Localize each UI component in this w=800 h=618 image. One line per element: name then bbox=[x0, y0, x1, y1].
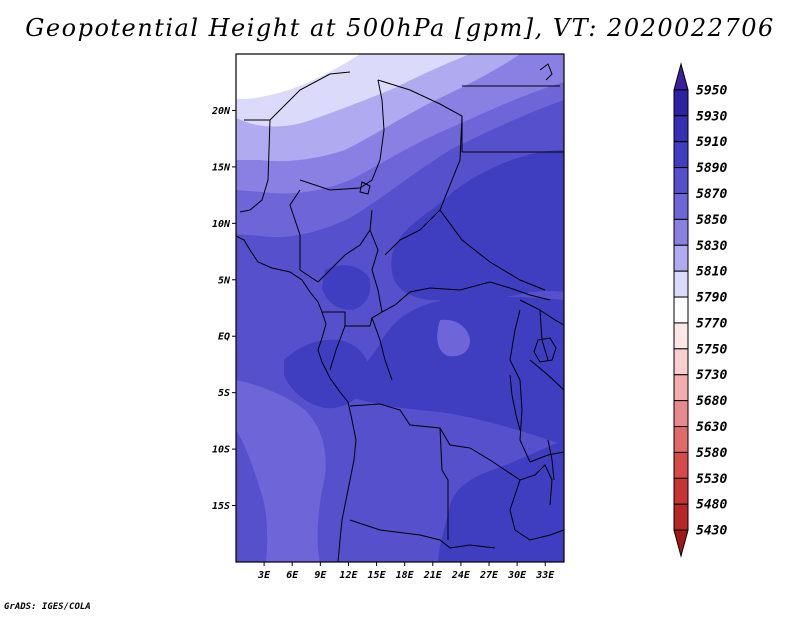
colorbar-label: 5830 bbox=[696, 239, 727, 254]
border-congo bbox=[322, 311, 393, 381]
colorbar-label: 5870 bbox=[696, 187, 727, 202]
border-libya-egypt bbox=[377, 79, 463, 152]
border-angola-south bbox=[349, 519, 496, 549]
colorbar-label: 5680 bbox=[696, 394, 727, 409]
band-5870-east-patch bbox=[437, 319, 470, 357]
border-niger bbox=[299, 79, 385, 191]
border-drc-angola bbox=[349, 403, 471, 449]
colorbar-swatch bbox=[673, 296, 689, 324]
lat-tick-label: 15S bbox=[212, 501, 230, 512]
colorbar-label: 5530 bbox=[696, 472, 727, 487]
lon-tick-label: 6E bbox=[286, 570, 299, 581]
lake-chad bbox=[359, 181, 371, 195]
coastline-west-africa bbox=[235, 235, 349, 403]
colorbar-swatch bbox=[673, 426, 689, 453]
lon-tick-label: 33E bbox=[535, 570, 555, 581]
border-algeria-mali bbox=[239, 119, 271, 213]
colorbar-swatch bbox=[673, 141, 689, 169]
colorbar-label: 5430 bbox=[696, 524, 727, 539]
coastline-southwest bbox=[337, 401, 357, 563]
red-sea-coast bbox=[539, 63, 553, 81]
band-5850-southwest bbox=[236, 380, 326, 562]
blob-5890-southeast bbox=[438, 440, 564, 562]
lon-tick-label: 9E bbox=[314, 570, 327, 581]
colorbar-label: 5950 bbox=[696, 83, 727, 98]
colorbar-swatch bbox=[673, 451, 689, 479]
lon-tick-label: 21E bbox=[423, 570, 443, 581]
colorbar-label: 5910 bbox=[696, 135, 727, 150]
lat-tick-label: 20N bbox=[211, 106, 231, 117]
lat-tick-label: 5S bbox=[218, 388, 230, 399]
colorbar-label: 5580 bbox=[696, 446, 727, 461]
height-field bbox=[236, 54, 564, 562]
colorbar-label: 5890 bbox=[696, 161, 727, 176]
border-zambia bbox=[469, 447, 553, 506]
blob-5890-cameroon bbox=[322, 265, 371, 310]
colorbar-label: 5810 bbox=[696, 265, 727, 280]
colorbar: 5950 5930 5910 5890 5870 5850 5830 5810 5790 5770… bbox=[673, 62, 727, 558]
lon-tick-label: 27E bbox=[479, 570, 499, 581]
colorbar-label: 5930 bbox=[696, 109, 727, 124]
border-cameroon-car bbox=[369, 229, 551, 313]
lon-tick-label: 3E bbox=[257, 570, 271, 581]
colorbar-arrow-top bbox=[673, 62, 689, 91]
lake-tanganyika bbox=[509, 374, 521, 431]
border-tanzania bbox=[529, 359, 565, 463]
map-frame bbox=[235, 53, 565, 563]
lon-tick-label: 30E bbox=[507, 570, 527, 581]
band-5770 bbox=[236, 54, 360, 99]
colorbar-swatch bbox=[673, 192, 689, 220]
colorbar-swatch bbox=[673, 270, 689, 298]
colorbar-swatch bbox=[673, 503, 689, 531]
latitude-axis: 20N 15N 10N 5N EQ 5S 10S 15S bbox=[211, 106, 236, 512]
colorbar-label: 5750 bbox=[696, 342, 727, 357]
border-sahel-line bbox=[244, 71, 351, 121]
colorbar-swatch bbox=[673, 477, 689, 505]
lat-tick-label: 10S bbox=[212, 445, 230, 456]
colorbar-swatch bbox=[673, 244, 689, 272]
colorbar-swatch bbox=[673, 89, 689, 117]
blob-5890-east bbox=[391, 150, 564, 301]
colorbar-label: 5730 bbox=[696, 368, 727, 383]
country-borders bbox=[235, 63, 565, 563]
colorbar-swatch bbox=[673, 400, 689, 428]
colorbar-label: 5850 bbox=[696, 213, 727, 228]
colorbar-label: 5630 bbox=[696, 420, 727, 435]
lon-tick-label: 12E bbox=[339, 570, 358, 581]
border-sudan-south bbox=[439, 151, 564, 291]
colorbar-label: 5480 bbox=[696, 498, 727, 513]
colorbar-label: 5790 bbox=[696, 291, 727, 306]
lake-victoria bbox=[533, 337, 557, 363]
map-title: Geopotential Height at 500hPa [gpm], VT:… bbox=[25, 14, 775, 42]
colorbar-swatch bbox=[673, 374, 689, 402]
lat-tick-label: 10N bbox=[212, 219, 231, 230]
lat-tick-label: 5N bbox=[218, 275, 231, 286]
blob-5890-central bbox=[342, 297, 564, 445]
colorbar-swatch bbox=[673, 115, 689, 143]
lon-tick-label: 18E bbox=[396, 570, 415, 581]
colorbar-swatch bbox=[673, 348, 689, 376]
lon-tick-label: 24E bbox=[451, 570, 471, 581]
lon-tick-label: 15E bbox=[368, 570, 387, 581]
colorbar-label: 5770 bbox=[696, 316, 727, 331]
lat-tick-label: 15N bbox=[212, 162, 231, 173]
colorbar-swatch bbox=[673, 322, 689, 350]
colorbar-swatch bbox=[673, 218, 689, 246]
colorbar-swatch bbox=[673, 167, 689, 194]
colorbar-arrow-bottom bbox=[673, 529, 689, 558]
longitude-axis: 3E 6E 9E 12E 15E 18E 21E 24E 27E 30E 33E bbox=[257, 562, 555, 581]
border-angola-east bbox=[439, 427, 449, 540]
border-drc-east bbox=[509, 309, 531, 463]
border-mozambique bbox=[509, 479, 565, 541]
border-kenya-uganda bbox=[519, 299, 565, 361]
blob-5890-coast bbox=[284, 339, 371, 409]
credit-label: GrADS: IGES/COLA bbox=[4, 602, 91, 612]
lat-tick-label: EQ bbox=[218, 332, 230, 343]
lake-malawi bbox=[547, 439, 555, 481]
